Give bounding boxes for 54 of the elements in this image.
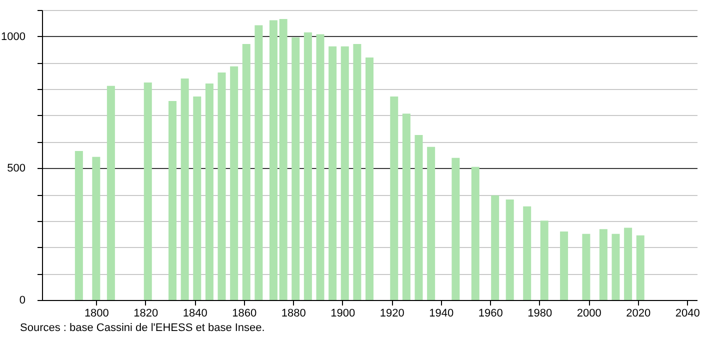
bar [168,100,177,300]
bar [205,84,214,300]
bar [230,66,238,300]
bar [491,195,500,300]
bar [106,86,115,300]
bar [340,46,349,300]
y-tick-label: 500 [7,162,26,175]
bar [414,134,423,300]
x-tick-label: 1860 [232,308,257,320]
bar [390,96,398,300]
x-tick-label: 2000 [576,308,602,320]
bar [180,78,189,300]
y-tick-label: 1000 [1,30,26,43]
bar [506,200,514,300]
bar [452,158,460,300]
x-tick-label: 2020 [626,308,651,320]
bar [74,151,83,300]
bar [269,20,278,300]
x-tick-label: 2040 [675,308,700,320]
x-tick-label: 1840 [182,308,208,320]
x-tick-label: 1880 [281,308,306,320]
bar [328,46,337,300]
bar [92,156,100,300]
bar [636,235,644,300]
bar [624,228,632,300]
y-tick-label: 0 [19,294,26,306]
bar [427,146,436,300]
bar [193,96,202,300]
bar [144,82,152,300]
bar [279,18,288,300]
bar [292,37,300,300]
bar [304,32,312,300]
bar [560,231,568,300]
bar [218,72,226,300]
x-tick-label: 1940 [429,308,454,320]
bar [254,25,263,300]
bar [540,220,548,300]
x-tick-label: 1800 [84,308,109,320]
x-tick-label: 1980 [528,308,552,320]
bar [582,234,590,300]
bar [471,166,480,300]
bar [353,44,362,300]
x-tick-label: 1900 [330,308,356,320]
bar [366,57,374,300]
bar [599,229,608,300]
bar [523,206,532,300]
x-tick-label: 1820 [134,308,158,320]
bar [402,114,410,300]
source-note: Sources : base Cassini de l'EHESS et base Insee. [20,322,265,334]
x-tick-label: 1920 [380,308,404,320]
bar [242,44,250,300]
x-tick-label: 1960 [478,308,503,320]
bar [612,234,620,300]
bar [316,34,324,300]
